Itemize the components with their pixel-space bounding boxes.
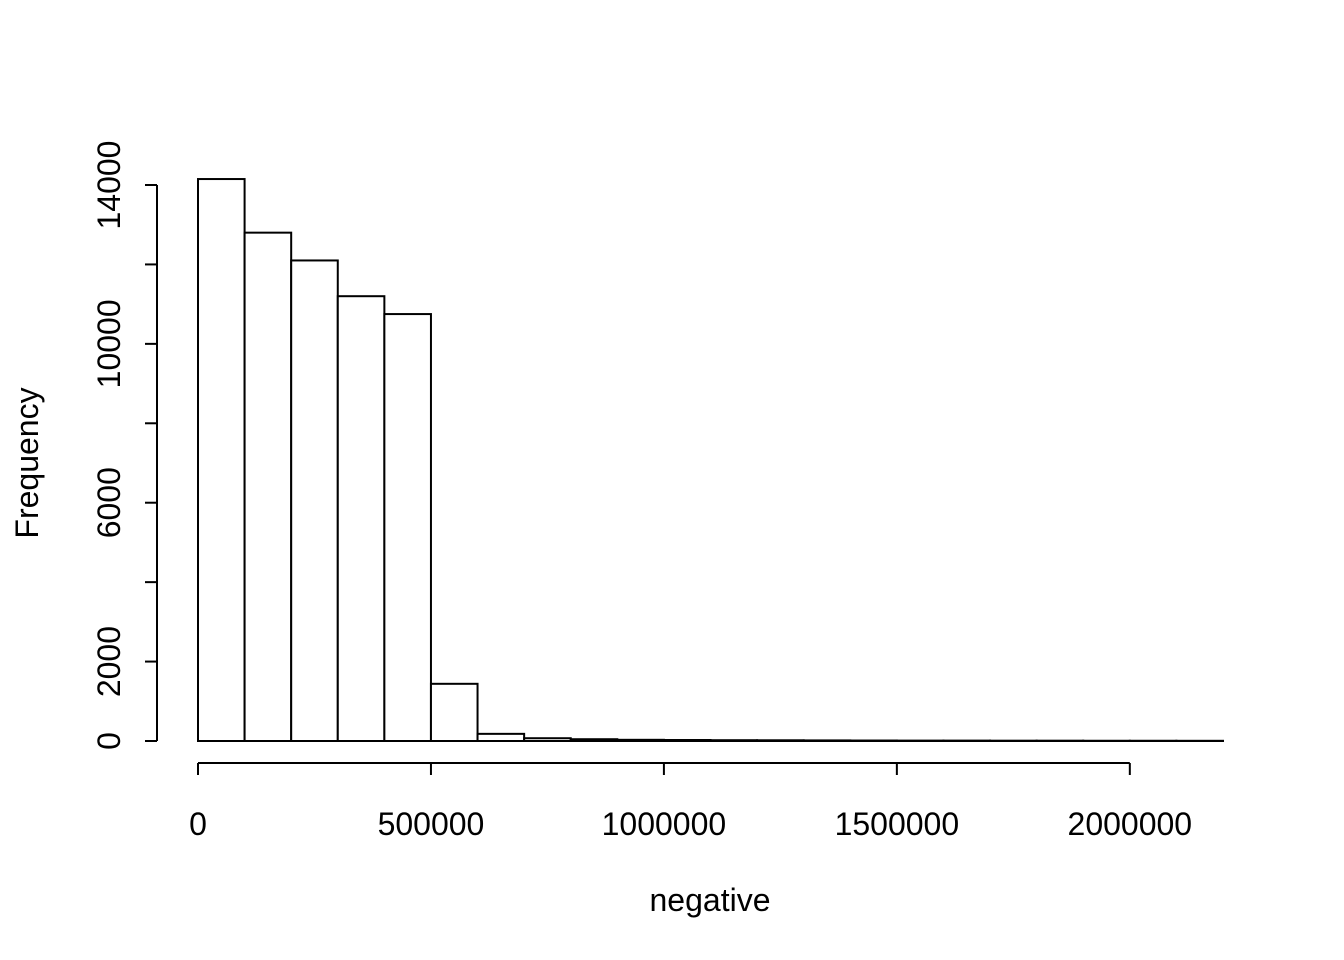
histogram-bar bbox=[336, 295, 386, 742]
x-tick-label: 1500000 bbox=[835, 806, 960, 842]
histogram-bar bbox=[709, 739, 759, 742]
histogram-bar bbox=[243, 231, 293, 743]
histogram-bar bbox=[569, 738, 619, 742]
histogram-bar bbox=[290, 259, 339, 742]
chart-layer: 0 500000 1000000 1500000 2000000 0 2000 6000 100… bbox=[91, 141, 1224, 842]
histogram-bar bbox=[616, 738, 665, 743]
y-tick-label: 10000 bbox=[91, 299, 127, 388]
histogram-bar bbox=[197, 178, 246, 743]
histogram-bar bbox=[756, 739, 805, 743]
x-tick-label: 2000000 bbox=[1068, 806, 1193, 842]
y-tick-label: 0 bbox=[91, 732, 127, 750]
histogram-bar bbox=[429, 682, 479, 742]
y-tick-label: 14000 bbox=[91, 141, 127, 230]
histogram-bar bbox=[383, 313, 432, 742]
y-axis-title: Frequency bbox=[9, 387, 45, 538]
x-tick-label: 500000 bbox=[378, 806, 485, 842]
x-axis-title: negative bbox=[650, 882, 771, 918]
y-tick-label: 6000 bbox=[91, 467, 127, 538]
histogram-bar bbox=[802, 739, 852, 743]
histogram-bar bbox=[662, 739, 712, 742]
histogram-bar bbox=[476, 732, 526, 743]
x-tick-label: 0 bbox=[189, 806, 207, 842]
x-tick-label: 1000000 bbox=[602, 806, 727, 842]
histogram-bar bbox=[523, 737, 572, 742]
y-tick-label: 2000 bbox=[91, 626, 127, 697]
